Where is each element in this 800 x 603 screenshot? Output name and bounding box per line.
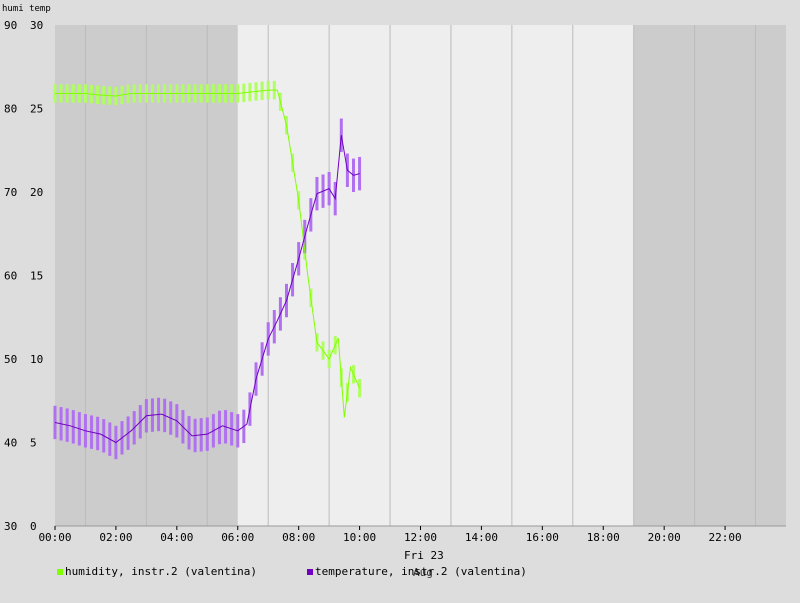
x-tick-label: 16:00 (526, 531, 559, 544)
y-right-tick-label: 0 (30, 520, 37, 533)
x-tick-label: 20:00 (648, 531, 681, 544)
legend-humidity-swatch (57, 568, 63, 575)
x-tick-label: 06:00 (221, 531, 254, 544)
legend-temperature-label: temperature, instr.2 (valentina) (315, 565, 527, 578)
y-left-tick-label: 70 (4, 186, 17, 199)
humidity-line (55, 89, 361, 418)
y-left-tick-label: 50 (4, 353, 17, 366)
x-tick-label: 08:00 (282, 531, 315, 544)
month-label: Aug (413, 566, 433, 579)
x-tick-label: 22:00 (709, 531, 742, 544)
x-tick-label: 04:00 (160, 531, 193, 544)
axis-header: humi temp (2, 4, 51, 14)
y-left-tick-label: 60 (4, 270, 17, 283)
x-tick-label: 02:00 (99, 531, 132, 544)
x-tick-label: 18:00 (587, 531, 620, 544)
legend-humidity-label: humidity, instr.2 (valentina) (65, 565, 258, 578)
temperature-error-bar (358, 156, 362, 191)
y-right-tick-label: 10 (30, 353, 43, 366)
date-label: Fri 23 (404, 549, 444, 562)
legend-temperature: temperature, instr.2 (valentina) (307, 565, 527, 578)
y-left-tick-label: 30 (4, 520, 17, 533)
series-lines (54, 89, 361, 444)
legend-temperature-swatch (307, 568, 313, 575)
x-tick-label: 00:00 (38, 531, 71, 544)
legend-humidity: humidity, instr.2 (valentina) (57, 565, 257, 578)
temperature-line (54, 135, 360, 444)
x-tick-label: 12:00 (404, 531, 437, 544)
x-tick-label: 10:00 (343, 531, 376, 544)
y-right-tick-label: 5 (30, 437, 37, 450)
night-region (633, 25, 786, 526)
y-left-tick-label: 90 (4, 19, 17, 32)
y-right-tick-label: 25 (30, 103, 43, 116)
y-left-tick-label: 40 (4, 437, 17, 450)
y-right-tick-label: 15 (30, 270, 43, 283)
y-right-tick-label: 20 (30, 186, 43, 199)
y-right-tick-label: 30 (30, 19, 43, 32)
y-left-tick-label: 80 (4, 103, 17, 116)
x-tick-label: 14:00 (465, 531, 498, 544)
